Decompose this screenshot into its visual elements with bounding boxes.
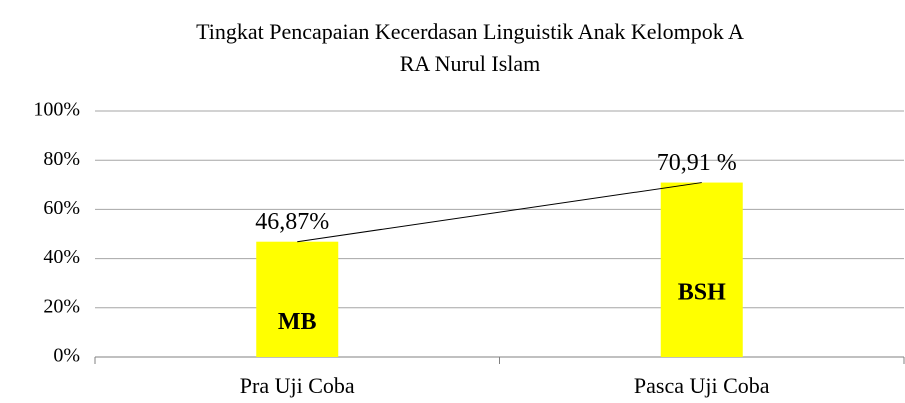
x-tick-label: Pra Uji Coba [240,373,355,398]
bar [256,241,339,357]
trend-line [297,182,702,243]
y-tick-label: 0% [53,345,80,367]
bar [660,182,743,357]
bar-label: MB [278,309,317,335]
y-tick-label: 100% [33,99,80,121]
chart-title: Tingkat Pencapaian Kecerdasan Linguistik… [196,19,744,44]
x-tick-label: Pasca Uji Coba [634,373,770,398]
value-label: 46,87% [255,209,329,235]
value-label: 70,91 % [657,150,737,176]
y-tick-label: 20% [43,295,80,317]
y-tick-label: 80% [43,148,80,170]
chart-title: RA Nurul Islam [400,51,541,76]
bar-label: BSH [678,279,726,305]
y-tick-label: 60% [43,197,80,219]
y-tick-label: 40% [43,246,80,268]
